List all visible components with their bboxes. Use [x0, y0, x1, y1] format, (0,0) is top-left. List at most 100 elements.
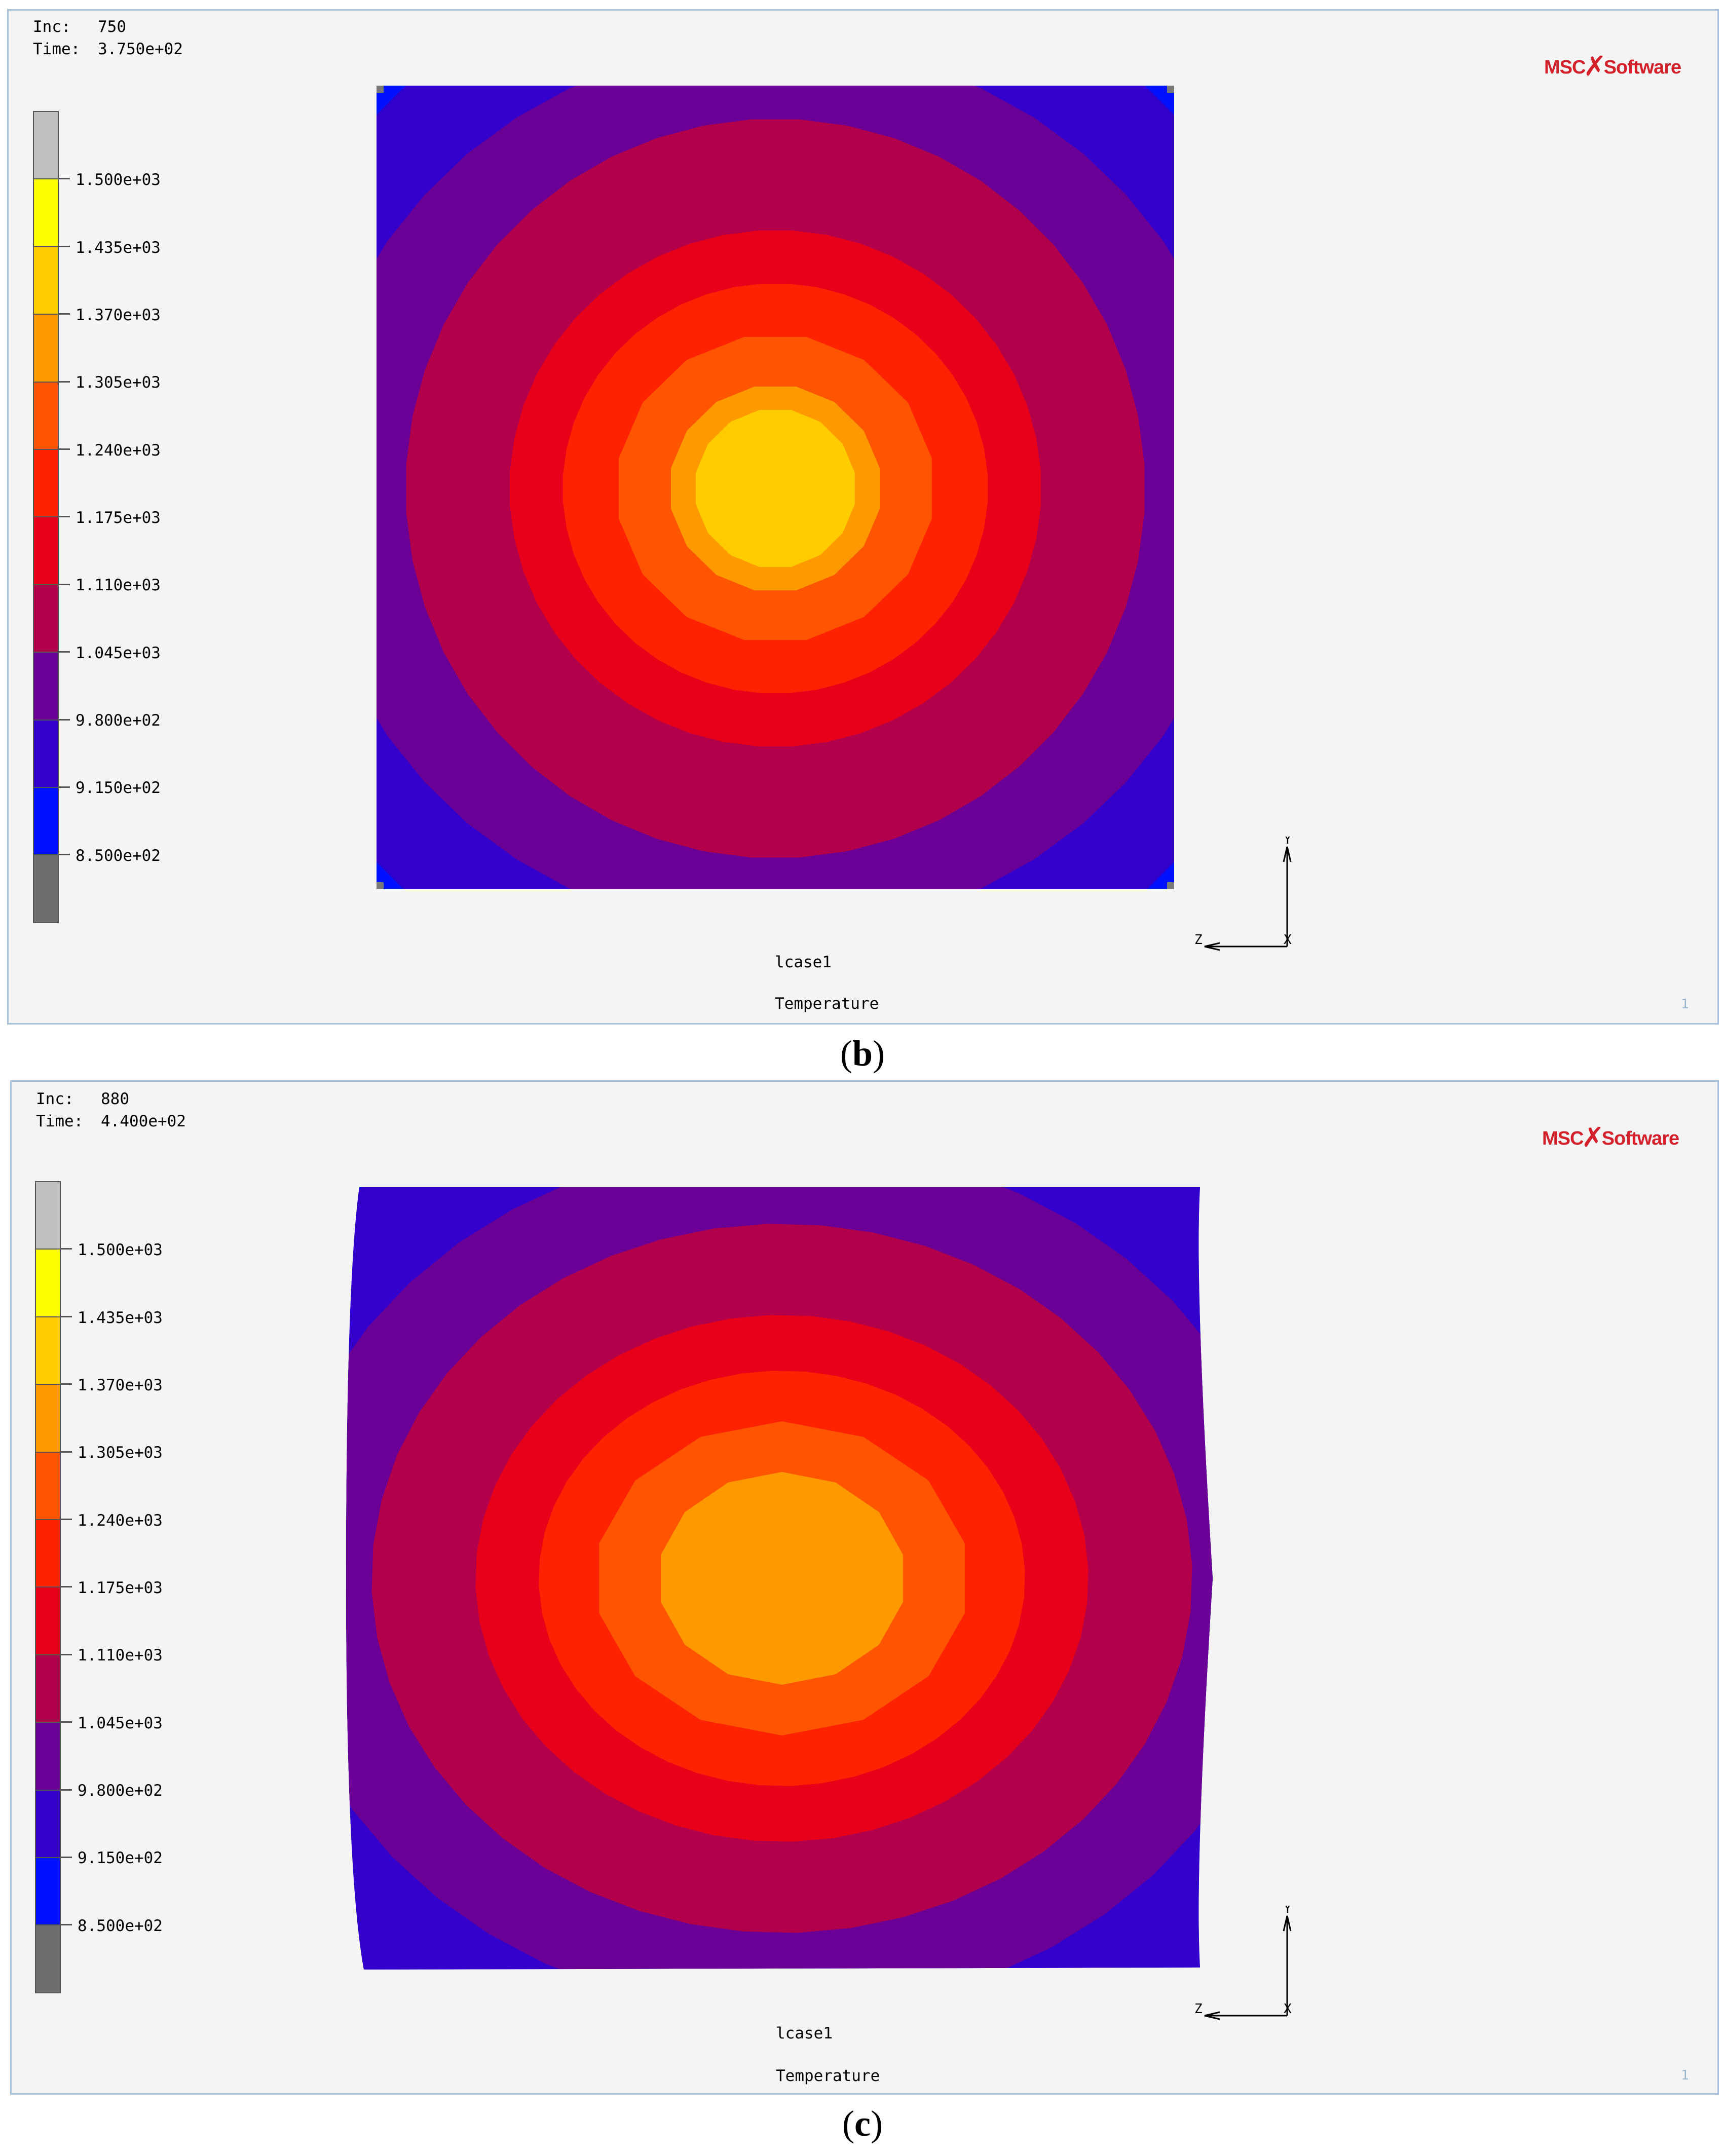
- legend-swatch: [35, 1316, 61, 1385]
- legend-label: 1.175e+03: [78, 1579, 163, 1597]
- result-quantity-label: Temperature: [776, 2067, 880, 2085]
- legend-swatch: [35, 1722, 61, 1791]
- result-quantity-label: Temperature: [775, 995, 879, 1013]
- legend-swatch: [33, 246, 59, 315]
- legend-label: 1.240e+03: [76, 441, 161, 460]
- axis-triad: Y Z X: [1194, 1906, 1292, 2020]
- legend-label: 9.150e+02: [78, 1849, 163, 1867]
- axis-label-z: Z: [1194, 932, 1203, 948]
- legend-label: 1.110e+03: [78, 1646, 163, 1665]
- axis-label-x: X: [1284, 2001, 1292, 2017]
- legend-swatch: [33, 719, 59, 788]
- legend-swatch: [33, 652, 59, 721]
- legend-swatch: [33, 787, 59, 856]
- figure-caption-c: (c): [842, 2103, 883, 2144]
- legend-label: 1.305e+03: [78, 1444, 163, 1462]
- legend-tick: [59, 651, 70, 653]
- legend-tick: [59, 786, 70, 788]
- legend-label: 8.500e+02: [76, 847, 161, 865]
- legend-swatch: [33, 111, 59, 180]
- legend-label: 1.045e+03: [78, 1714, 163, 1732]
- legend-swatch: [33, 584, 59, 653]
- color-legend: 1.500e+03 1.435e+03 1.370e+03 1.305e+03 …: [35, 1181, 197, 2002]
- legend-tick: [61, 1721, 72, 1723]
- legend-tick: [61, 1383, 72, 1385]
- legend-tick: [61, 1789, 72, 1791]
- legend-swatch: [35, 1451, 61, 1520]
- legend-label: 1.435e+03: [78, 1309, 163, 1327]
- legend-swatch: [35, 1519, 61, 1588]
- contour-bands: [377, 86, 1174, 889]
- increment-readout: Inc: 750 Time: 3.750e+02: [33, 18, 183, 58]
- legend-tick: [59, 313, 70, 315]
- legend-label: 1.175e+03: [76, 509, 161, 527]
- page-number: 1: [1681, 997, 1689, 1012]
- legend-swatch: [35, 1857, 61, 1926]
- result-viewport-b: Inc: 750 Time: 3.750e+02 MSC✗Software 1.50…: [7, 9, 1719, 1025]
- legend-tick: [59, 178, 70, 180]
- legend-label: 9.800e+02: [78, 1782, 163, 1800]
- time-value: 4.400e+02: [101, 1112, 186, 1130]
- legend-tick: [61, 1924, 72, 1926]
- legend-label: 1.435e+03: [76, 239, 161, 257]
- legend-swatch: [35, 1181, 61, 1250]
- legend-swatch: [33, 516, 59, 585]
- legend-tick: [59, 245, 70, 247]
- legend-tick: [61, 1248, 72, 1250]
- legend-label: 1.045e+03: [76, 644, 161, 662]
- legend-tick: [59, 448, 70, 450]
- color-legend: 1.500e+03 1.435e+03 1.370e+03 1.305e+03 …: [33, 111, 195, 932]
- contour-bands: [346, 1187, 1213, 1970]
- axis-label-y: Y: [1284, 837, 1292, 847]
- legend-swatch: [33, 854, 59, 923]
- temperature-contour-plot: [377, 86, 1174, 889]
- time-value: 3.750e+02: [98, 40, 183, 58]
- legend-tick: [61, 1519, 72, 1520]
- legend-label: 1.370e+03: [78, 1376, 163, 1394]
- axis-label-x: X: [1284, 932, 1292, 948]
- legend-tick: [61, 1653, 72, 1655]
- legend-label: 1.500e+03: [78, 1241, 163, 1259]
- legend-swatch: [35, 1789, 61, 1858]
- legend-tick: [61, 1586, 72, 1588]
- legend-label: 1.240e+03: [78, 1511, 163, 1530]
- legend-swatch: [35, 1384, 61, 1453]
- axis-label-z: Z: [1194, 2001, 1203, 2017]
- axis-label-y: Y: [1284, 1906, 1292, 1916]
- legend-swatch: [35, 1249, 61, 1317]
- msc-software-logo: MSC✗Software: [1544, 51, 1681, 82]
- legend-label: 1.370e+03: [76, 306, 161, 324]
- legend-label: 1.305e+03: [76, 373, 161, 392]
- contour-band: [696, 410, 855, 567]
- figure-caption-b: (b): [840, 1033, 885, 1074]
- legend-swatch: [33, 178, 59, 247]
- legend-tick: [59, 516, 70, 518]
- increment-value: 880: [101, 1090, 129, 1108]
- loadcase-label: lcase1: [775, 953, 832, 971]
- legend-swatch: [35, 1586, 61, 1655]
- legend-swatch: [35, 1924, 61, 1993]
- legend-tick: [59, 854, 70, 856]
- legend-swatch: [35, 1654, 61, 1723]
- legend-label: 1.500e+03: [76, 171, 161, 189]
- contour-band: [703, 1507, 861, 1649]
- temperature-contour-plot: [346, 1187, 1213, 1970]
- legend-tick: [59, 583, 70, 585]
- legend-swatch: [33, 381, 59, 450]
- legend-swatch: [33, 449, 59, 518]
- legend-label: 9.150e+02: [76, 779, 161, 797]
- increment-value: 750: [98, 18, 126, 36]
- result-viewport-c: Inc: 880 Time: 4.400e+02 MSC✗Software 1.50…: [10, 1080, 1719, 2095]
- loadcase-label: lcase1: [776, 2024, 833, 2042]
- legend-tick: [61, 1315, 72, 1317]
- increment-readout: Inc: 880 Time: 4.400e+02: [36, 1090, 186, 1130]
- axis-triad: Y Z X: [1194, 837, 1292, 951]
- legend-tick: [59, 718, 70, 721]
- legend-tick: [59, 381, 70, 383]
- page-number: 1: [1681, 2068, 1689, 2083]
- legend-swatch: [33, 314, 59, 383]
- msc-software-logo: MSC✗Software: [1542, 1122, 1679, 1153]
- legend-tick: [61, 1857, 72, 1858]
- legend-label: 1.110e+03: [76, 576, 161, 594]
- legend-label: 8.500e+02: [78, 1917, 163, 1935]
